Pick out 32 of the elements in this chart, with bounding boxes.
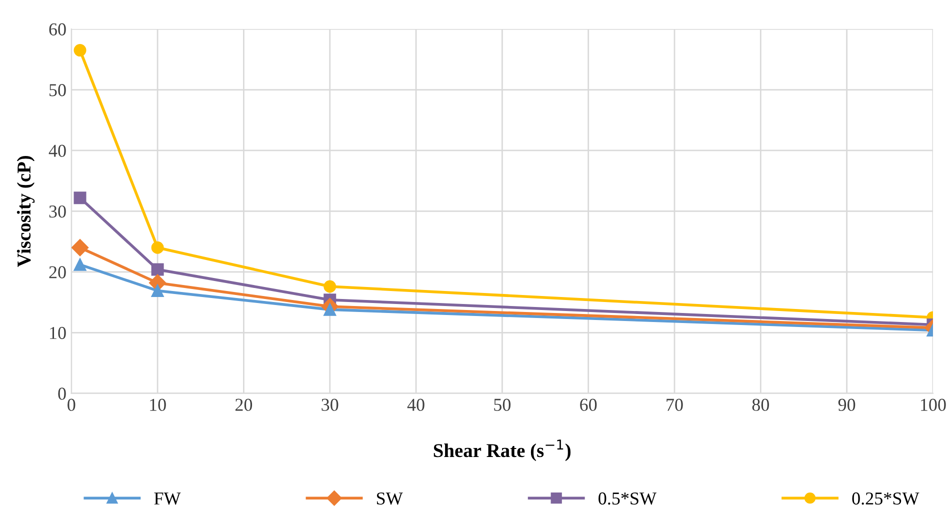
x-tick-label: 0	[68, 398, 76, 411]
legend-label: 0.25*SW	[852, 492, 920, 505]
y-tick-label: 60	[49, 23, 66, 36]
legend-label: 0.5*SW	[598, 492, 657, 505]
y-tick-label: 0	[58, 388, 66, 400]
y-tick-label: 50	[50, 84, 66, 96]
y-tick-label: 10	[50, 326, 66, 340]
y-tick-label: 40	[48, 144, 66, 157]
x-tick-label: 60	[580, 398, 597, 411]
point	[71, 239, 89, 256]
point	[151, 284, 164, 297]
x-tick-label: 30	[322, 398, 338, 411]
legend-label: FW	[154, 492, 181, 505]
legend-label: SW	[377, 492, 403, 505]
point	[151, 241, 164, 254]
y-axis-title: Viscosity (cP)	[16, 156, 35, 268]
x-tick-label: 100	[921, 398, 946, 411]
x-tick-label: 50	[494, 398, 511, 411]
x-tick-label: 20	[235, 398, 252, 411]
x-tick-label: 10	[150, 398, 166, 411]
x-axis-title: Shear Rate (s$^{−1}$)	[434, 440, 571, 462]
point	[74, 44, 86, 57]
point	[74, 192, 86, 204]
point	[324, 280, 336, 293]
x-tick-label: 70	[666, 398, 683, 411]
point	[151, 263, 164, 276]
y-tick-label: 30	[49, 205, 66, 218]
x-tick-label: 90	[838, 398, 856, 411]
x-tick-label: 80	[752, 398, 769, 411]
y-tick-label: 20	[49, 266, 66, 278]
point	[74, 258, 86, 271]
x-tick-label: 40	[407, 398, 424, 411]
